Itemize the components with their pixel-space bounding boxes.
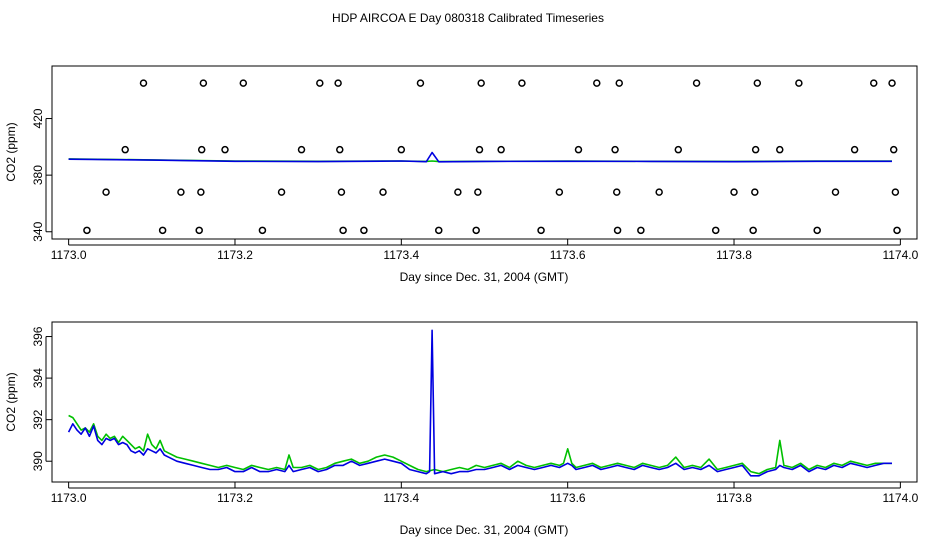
x-tick-label: 1174.0: [882, 248, 918, 262]
marker-point: [753, 79, 762, 87]
marker-point: [277, 188, 286, 196]
bottom-panel: 1173.0 1173.2 1173.4 1173.6 1173.8 1174.0 390…: [4, 321, 919, 537]
marker-point: [795, 79, 803, 87]
marker-point: [139, 79, 148, 87]
marker-point: [692, 79, 701, 87]
marker-point: [655, 188, 663, 196]
y-tick-label: 390: [31, 451, 45, 471]
x-tick-label: 1174.0: [882, 491, 918, 505]
x-tick-label: 1173.8: [716, 491, 752, 505]
marker-point: [637, 226, 645, 235]
marker-point: [612, 188, 621, 196]
marker-point: [497, 145, 505, 154]
bottom-y-axis-label: CO2 (ppm): [4, 372, 18, 431]
marker-point: [258, 226, 267, 235]
marker-point: [674, 145, 683, 154]
x-tick-label: 1173.4: [383, 248, 419, 262]
marker-point: [475, 145, 484, 154]
marker-point: [339, 226, 347, 235]
marker-point: [454, 188, 462, 196]
x-tick-label: 1173.0: [51, 248, 87, 262]
marker-point: [316, 79, 324, 87]
marker-point: [416, 79, 425, 87]
marker-point: [889, 145, 898, 154]
x-tick-label: 1173.2: [217, 248, 253, 262]
top-x-axis-label: Day since Dec. 31, 2004 (GMT): [400, 270, 569, 284]
y-tick-label: 392: [31, 409, 45, 429]
x-tick-label: 1173.8: [716, 248, 752, 262]
y-tick-label: 340: [31, 221, 45, 241]
marker-point: [197, 145, 206, 154]
marker-point: [749, 226, 757, 235]
marker-point: [83, 226, 91, 235]
marker-point: [751, 145, 760, 154]
marker-point: [593, 79, 601, 87]
marker-point: [555, 188, 564, 196]
marker-point: [611, 145, 619, 154]
marker-point: [239, 79, 248, 87]
marker-point: [893, 226, 901, 235]
marker-point: [537, 226, 545, 235]
marker-point: [474, 188, 482, 196]
y-tick-label: 396: [31, 326, 45, 346]
marker-point: [158, 226, 167, 235]
bottom-x-axis-label: Day since Dec. 31, 2004 (GMT): [400, 523, 569, 537]
x-tick-label: 1173.4: [383, 491, 419, 505]
marker-point: [813, 226, 821, 235]
marker-point: [776, 145, 784, 154]
marker-point: [336, 145, 344, 154]
blue-series-line: [68, 151, 892, 163]
marker-point: [711, 226, 720, 235]
marker-point: [477, 79, 485, 87]
y-tick-label: 394: [31, 368, 45, 388]
marker-point: [297, 145, 306, 154]
marker-point: [102, 188, 110, 196]
marker-point: [379, 188, 387, 196]
marker-point: [751, 188, 759, 196]
marker-point: [888, 79, 896, 87]
y-tick-label: 380: [31, 165, 45, 185]
marker-point: [831, 188, 840, 196]
top-plot-frame: [51, 65, 918, 240]
marker-point: [615, 79, 623, 87]
x-tick-label: 1173.0: [51, 491, 87, 505]
top-y-axis-label: CO2 (ppm): [4, 122, 18, 181]
y-tick-label: 420: [31, 108, 45, 128]
marker-point: [472, 226, 480, 235]
marker-point: [197, 188, 205, 196]
bottom-plot-frame: [51, 321, 918, 483]
marker-point: [334, 79, 342, 87]
marker-point: [397, 145, 406, 154]
marker-point: [850, 145, 859, 154]
x-tick-label: 1173.6: [550, 248, 586, 262]
green-series-line: [68, 414, 892, 475]
marker-point: [121, 145, 129, 154]
marker-point: [891, 188, 900, 196]
marker-point: [195, 226, 203, 235]
marker-point: [177, 188, 185, 196]
marker-point: [574, 145, 583, 154]
marker-point: [613, 226, 622, 235]
marker-point: [730, 188, 738, 196]
blue-series-line: [67, 329, 892, 477]
marker-point: [221, 145, 229, 154]
marker-point: [435, 226, 443, 235]
top-panel: 1173.0 1173.2 1173.4 1173.6 1173.8 1174.0 340…: [4, 65, 919, 284]
marker-point: [360, 226, 368, 235]
marker-point: [199, 79, 208, 87]
marker-point: [518, 79, 526, 87]
marker-point: [337, 188, 346, 196]
x-tick-label: 1173.6: [550, 491, 586, 505]
figure-title: HDP AIRCOA E Day 080318 Calibrated Times…: [332, 11, 604, 25]
marker-point: [870, 79, 878, 87]
x-tick-label: 1173.2: [217, 491, 253, 505]
